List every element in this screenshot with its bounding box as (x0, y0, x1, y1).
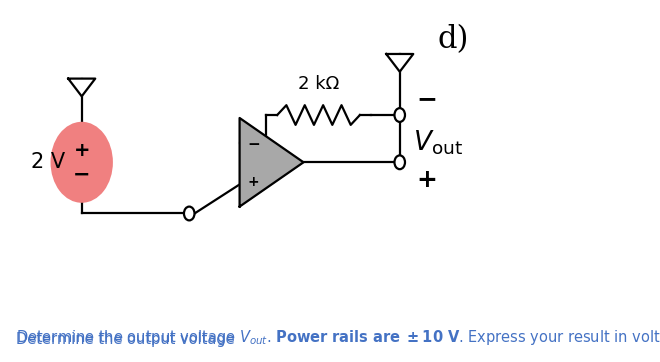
Circle shape (395, 155, 405, 169)
Text: $V_{\mathregular{out}}$: $V_{\mathregular{out}}$ (413, 129, 463, 157)
Text: Determine the output voltage: Determine the output voltage (16, 332, 240, 348)
Text: −: − (416, 87, 438, 111)
Circle shape (184, 207, 195, 220)
Text: Determine the output voltage $V_{\mathit{out}}$. $\bf{Power\ rails\ are\ \pm 10\: Determine the output voltage $V_{\mathit… (16, 328, 660, 348)
Polygon shape (68, 79, 95, 96)
Circle shape (395, 108, 405, 122)
Text: 2 kΩ: 2 kΩ (298, 75, 339, 93)
Text: d): d) (438, 25, 469, 55)
Text: −: − (73, 164, 90, 184)
Polygon shape (240, 118, 304, 207)
Polygon shape (386, 54, 413, 72)
Text: +: + (247, 176, 259, 189)
Text: −: − (247, 137, 260, 152)
Text: 2 V: 2 V (30, 152, 65, 172)
Circle shape (51, 123, 112, 202)
Text: +: + (416, 168, 437, 192)
Text: +: + (73, 141, 90, 160)
